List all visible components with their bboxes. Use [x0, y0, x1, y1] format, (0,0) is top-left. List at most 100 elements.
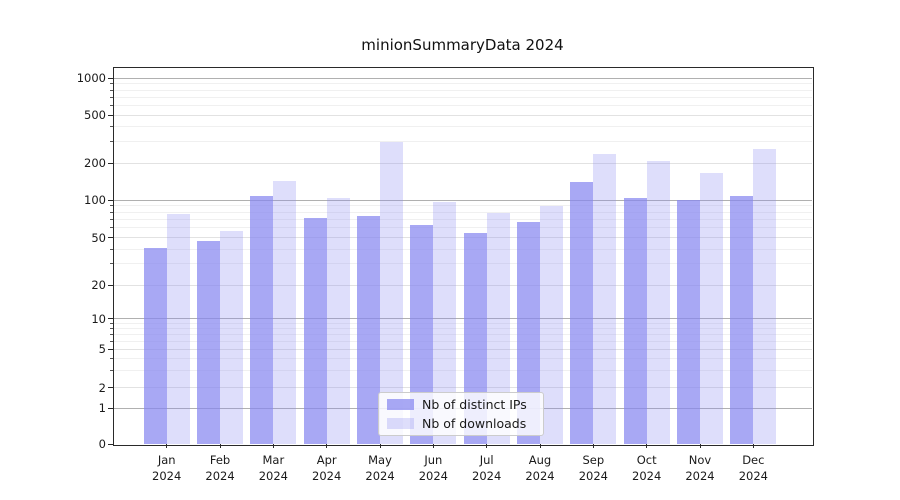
legend: Nb of distinct IPs Nb of downloads — [378, 392, 544, 436]
bar-aug-distinct-ips — [517, 222, 540, 444]
gridline-20 — [113, 284, 812, 286]
legend-swatch-distinct-ips — [387, 399, 414, 410]
xtick-label-nov: Nov 2024 — [685, 453, 715, 483]
legend-swatch-downloads — [387, 418, 414, 429]
gridline-300 — [113, 141, 812, 143]
ytick-minor-mark-6 — [110, 340, 113, 342]
bar-mar-downloads — [273, 181, 297, 444]
xtick-label-mar: Mar 2024 — [258, 453, 288, 483]
ytick-minor-mark-4 — [110, 358, 113, 360]
ytick-mark-50 — [108, 237, 113, 238]
ytick-label-200: 200 — [84, 156, 106, 171]
xtick-label-aug: Aug 2024 — [525, 453, 555, 483]
bar-aug-downloads — [540, 205, 563, 444]
gridline-200 — [113, 162, 812, 164]
ytick-minor-mark-80 — [110, 211, 113, 213]
ytick-minor-mark-40 — [110, 248, 113, 250]
ytick-mark-1 — [108, 407, 113, 409]
ytick-mark-200 — [108, 162, 113, 164]
ytick-minor-mark-90 — [110, 205, 113, 207]
xtick-mark-may — [379, 444, 381, 448]
ytick-label-50: 50 — [91, 230, 106, 245]
gridline-60 — [113, 227, 812, 229]
bar-jul-distinct-ips — [463, 233, 487, 444]
bar-jun-distinct-ips — [410, 224, 434, 444]
xtick-mark-aug — [539, 444, 541, 448]
gridline-900 — [113, 83, 812, 85]
gridline-5 — [113, 348, 812, 350]
ytick-minor-mark-900 — [110, 83, 113, 85]
ytick-mark-500 — [108, 114, 113, 116]
xtick-label-dec: Dec 2024 — [738, 453, 768, 483]
ytick-minor-mark-8 — [110, 327, 113, 329]
gridline-9 — [113, 322, 812, 324]
bar-mar-distinct-ips — [250, 196, 274, 444]
gridline-400 — [113, 126, 812, 128]
bar-apr-distinct-ips — [303, 217, 327, 444]
legend-item-distinct-ips: Nb of distinct IPs — [387, 397, 535, 412]
ytick-mark-2 — [108, 387, 113, 389]
xtick-label-sep: Sep 2024 — [578, 453, 608, 483]
xtick-label-jul: Jul 2024 — [472, 453, 502, 483]
ytick-mark-20 — [108, 284, 113, 286]
bar-sep-downloads — [593, 153, 617, 444]
gridline-8 — [113, 327, 812, 329]
bar-jul-downloads — [486, 213, 510, 444]
ytick-label-0: 0 — [98, 437, 106, 451]
bar-may-distinct-ips — [357, 215, 381, 444]
legend-item-downloads: Nb of downloads — [387, 416, 535, 431]
ytick-mark-5 — [108, 348, 113, 350]
xtick-mark-oct — [646, 444, 648, 448]
bar-sep-distinct-ips — [570, 182, 594, 444]
gridline-800 — [113, 89, 812, 91]
gridline-700 — [113, 96, 812, 98]
gridline-7 — [113, 333, 812, 335]
ytick-mark-100 — [108, 199, 113, 201]
gridline-100 — [113, 199, 812, 201]
bar-dec-distinct-ips — [730, 196, 754, 444]
ytick-minor-mark-60 — [110, 227, 113, 229]
bar-oct-distinct-ips — [623, 198, 647, 444]
gridline-1000 — [113, 77, 812, 79]
ytick-label-20: 20 — [91, 278, 106, 292]
ytick-mark-10 — [108, 318, 113, 319]
gridline-70 — [113, 218, 812, 220]
ytick-label-5: 5 — [98, 342, 106, 357]
xtick-label-jun: Jun 2024 — [418, 453, 448, 483]
ytick-mark-1000 — [108, 77, 113, 79]
ytick-label-1000: 1000 — [76, 71, 106, 86]
gridline-2 — [113, 387, 812, 389]
gridline-80 — [113, 211, 812, 213]
chart-title: minionSummaryData 2024 — [361, 36, 564, 54]
ytick-label-10: 10 — [91, 311, 106, 326]
ytick-minor-mark-400 — [110, 126, 113, 128]
legend-label-distinct-ips: Nb of distinct IPs — [422, 397, 527, 412]
ytick-minor-mark-3 — [110, 370, 113, 372]
ytick-minor-mark-800 — [110, 89, 113, 91]
ytick-minor-mark-700 — [110, 96, 113, 98]
bar-jan-downloads — [166, 214, 190, 444]
xtick-mark-sep — [592, 444, 594, 448]
bar-oct-downloads — [646, 161, 670, 444]
ytick-minor-mark-7 — [110, 333, 113, 335]
xtick-mark-jun — [432, 444, 434, 448]
bar-may-downloads — [380, 141, 404, 444]
xtick-mark-jul — [486, 444, 488, 448]
ytick-label-2: 2 — [98, 380, 106, 395]
bar-nov-distinct-ips — [677, 200, 700, 444]
xtick-label-may: May 2024 — [365, 453, 395, 483]
ytick-minor-mark-70 — [110, 218, 113, 220]
xtick-label-jan: Jan 2024 — [152, 453, 182, 483]
bar-jan-distinct-ips — [143, 247, 167, 444]
xtick-mark-nov — [699, 444, 701, 448]
xtick-mark-mar — [272, 444, 274, 448]
xtick-label-oct: Oct 2024 — [632, 453, 662, 483]
xtick-mark-dec — [752, 444, 754, 448]
gridline-10 — [113, 318, 812, 319]
bar-jun-downloads — [433, 201, 457, 444]
ytick-minor-mark-9 — [110, 322, 113, 324]
bar-apr-downloads — [326, 198, 350, 444]
ytick-minor-mark-30 — [110, 263, 113, 265]
bar-feb-downloads — [220, 231, 244, 444]
